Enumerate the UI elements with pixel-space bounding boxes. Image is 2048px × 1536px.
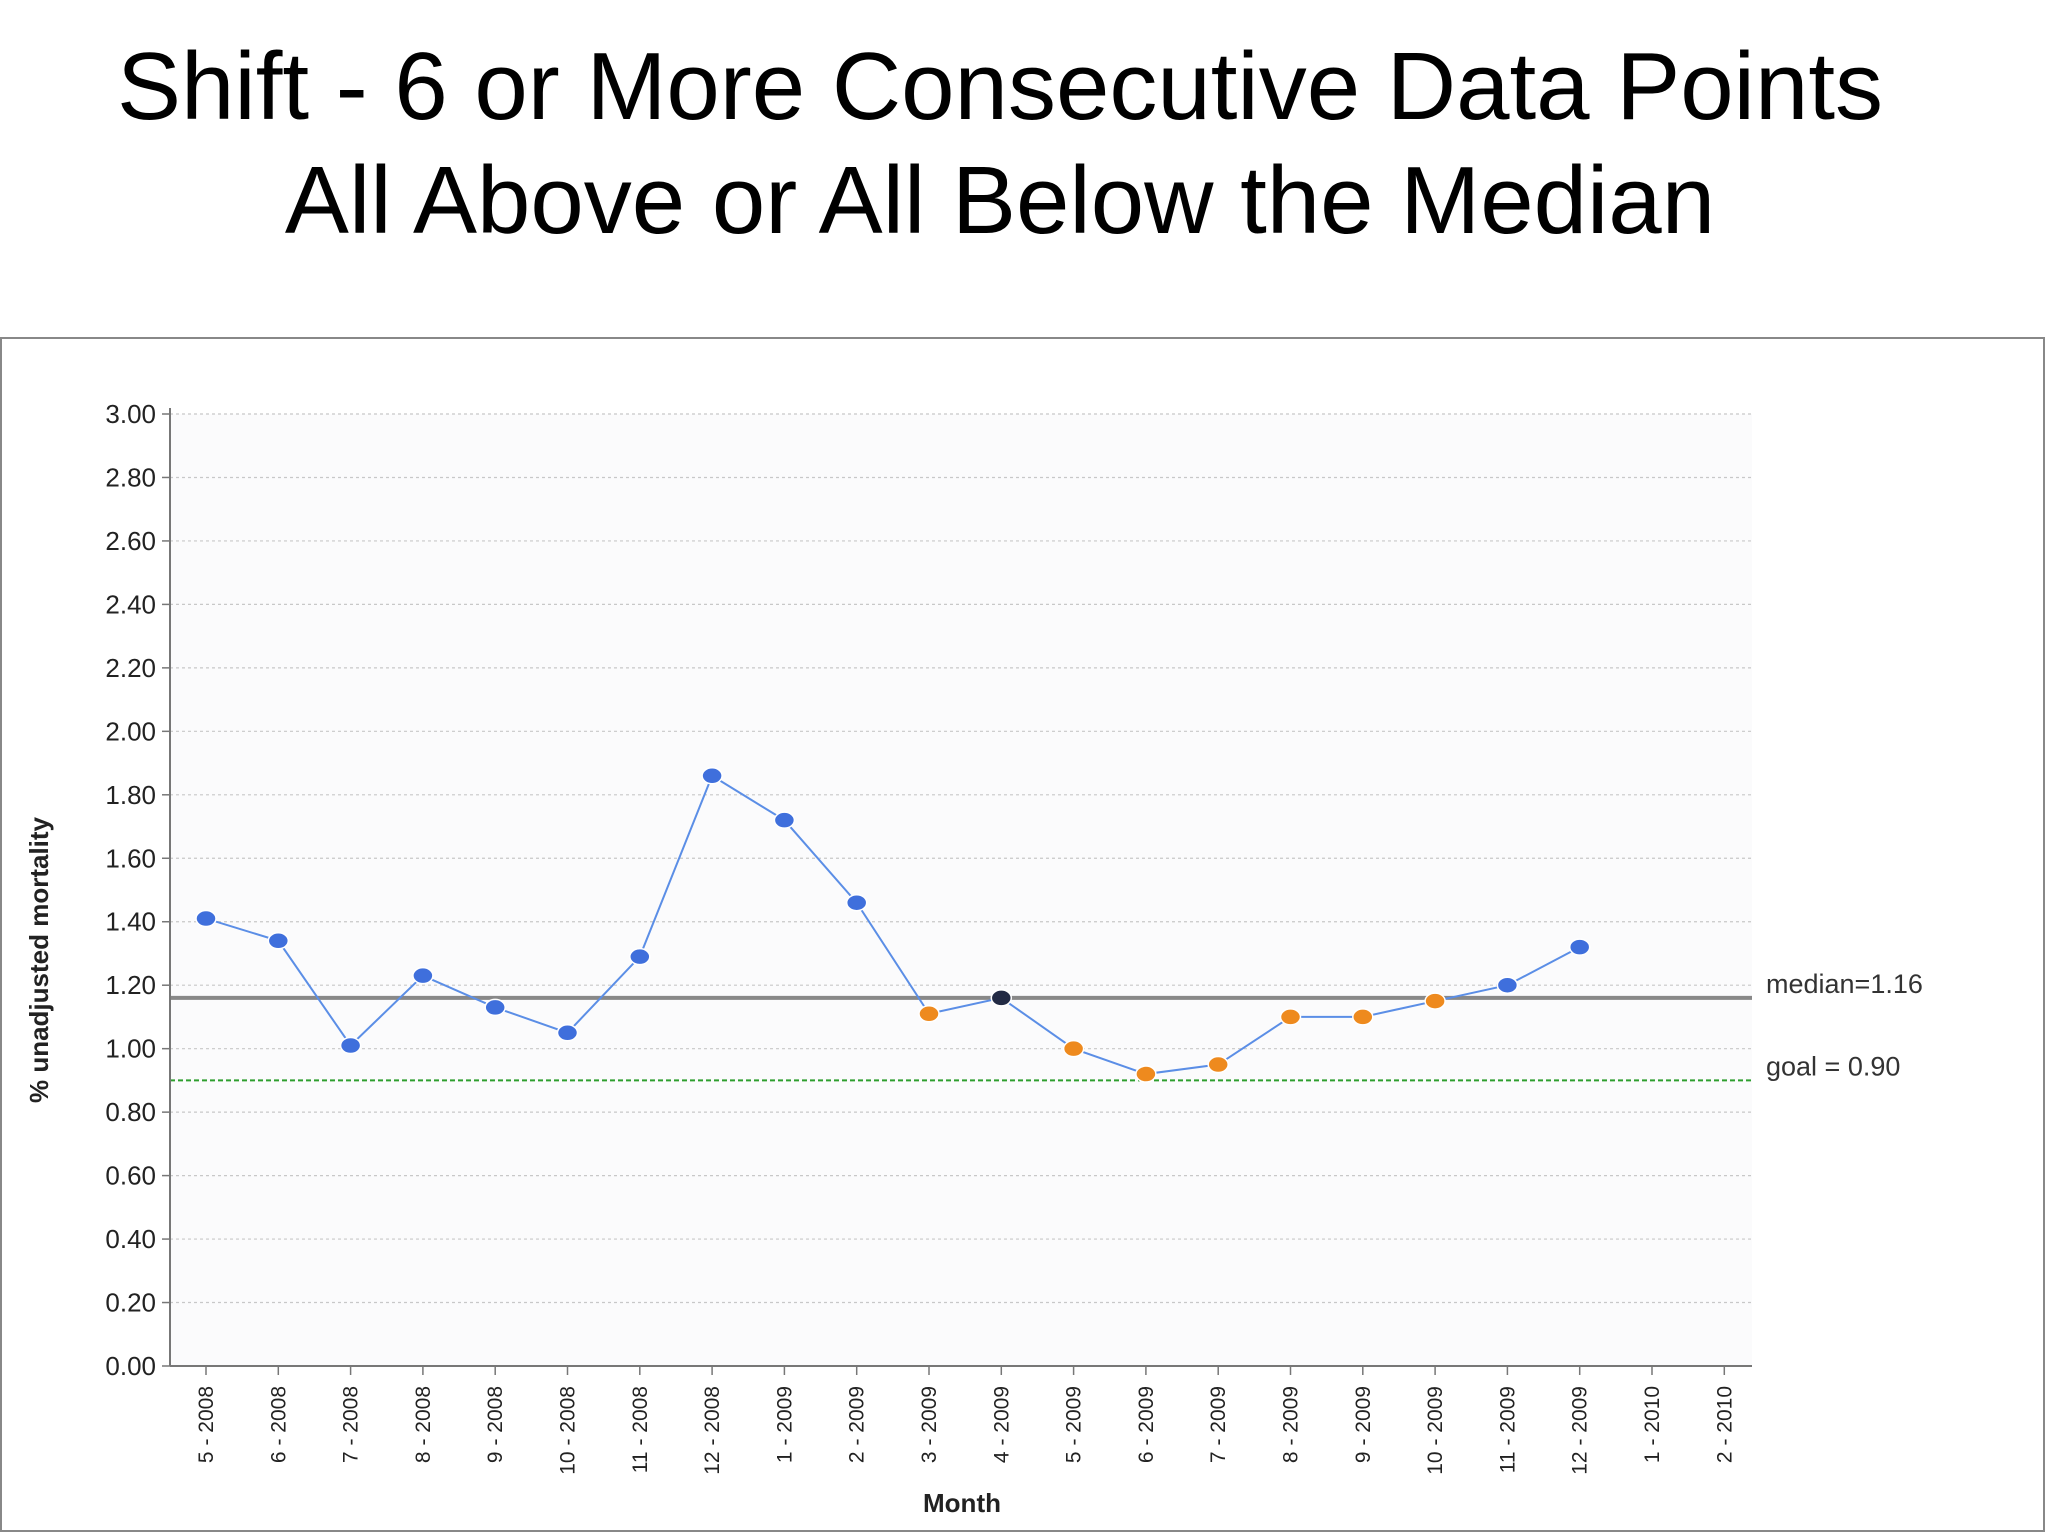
gridlines <box>170 413 1752 1366</box>
y-tick-label: 2.80 <box>105 462 156 492</box>
x-tick-label: 4 - 2009 <box>990 1386 1013 1463</box>
x-tick-label: 10 - 2009 <box>1424 1386 1447 1475</box>
y-tick-label: 0.80 <box>105 1097 156 1127</box>
y-axis-title: % unadjusted mortality <box>24 816 54 1103</box>
x-tick-label: 2 - 2009 <box>846 1386 869 1463</box>
y-tick-label: 1.80 <box>105 780 156 810</box>
reference-lines <box>170 995 1752 1082</box>
slide-title: Shift - 6 or More Consecutive Data Point… <box>0 30 2000 258</box>
data-point <box>1424 992 1446 1010</box>
y-tick-label: 1.00 <box>105 1034 156 1064</box>
data-point <box>845 893 868 912</box>
data-point <box>412 966 434 985</box>
data-point <box>918 1005 940 1023</box>
x-tick-label: 7 - 2008 <box>340 1386 363 1463</box>
data-point <box>990 989 1013 1007</box>
y-tick-label: 2.00 <box>105 716 156 746</box>
x-tick-label: 6 - 2009 <box>1135 1386 1158 1463</box>
slide-title-line2: All Above or All Below the Median <box>284 147 1716 254</box>
x-tick-label: 11 - 2009 <box>1496 1386 1519 1473</box>
data-points <box>195 767 1591 1083</box>
data-point <box>629 947 651 966</box>
axes <box>162 408 1752 1375</box>
y-tick-label: 0.60 <box>105 1161 156 1191</box>
data-point <box>1279 1008 1302 1026</box>
data-point <box>484 998 506 1017</box>
data-point <box>773 811 796 829</box>
median-label: median=1.16 <box>1766 969 1923 999</box>
x-tick-label: 9 - 2009 <box>1352 1386 1375 1463</box>
data-point <box>1062 1039 1085 1058</box>
y-tick-label: 0.20 <box>105 1288 156 1318</box>
data-point <box>556 1024 579 1042</box>
y-tick-label: 1.40 <box>105 907 156 937</box>
x-tick-label: 2 - 2010 <box>1713 1386 1736 1463</box>
x-tick-label: 12 - 2009 <box>1569 1386 1592 1475</box>
plot-area <box>170 414 1752 1366</box>
series-polyline <box>205 774 1581 1076</box>
x-tick-label: 1 - 2009 <box>773 1386 796 1463</box>
x-tick-label: 5 - 2009 <box>1063 1386 1086 1463</box>
y-tick-label: 2.20 <box>105 653 156 683</box>
data-point <box>1352 1008 1374 1026</box>
data-point <box>1135 1065 1157 1083</box>
y-tick-label: 1.20 <box>105 970 156 1000</box>
x-tick-label: 10 - 2008 <box>557 1386 580 1475</box>
data-point <box>1496 976 1519 994</box>
data-point <box>1568 938 1591 956</box>
y-tick-label: 3.00 <box>105 399 156 429</box>
data-point <box>1207 1055 1229 1074</box>
x-tick-label: 5 - 2008 <box>195 1386 218 1463</box>
y-tick-label: 2.60 <box>105 526 156 556</box>
x-tick-label: 8 - 2008 <box>412 1386 435 1463</box>
series-line <box>205 774 1581 1076</box>
goal-label: goal = 0.90 <box>1766 1051 1900 1081</box>
data-point <box>195 909 217 928</box>
x-tick-label: 9 - 2008 <box>484 1386 507 1463</box>
data-point <box>267 932 290 950</box>
x-tick-label: 3 - 2009 <box>918 1386 941 1463</box>
x-tick-label: 7 - 2009 <box>1207 1386 1230 1463</box>
y-tick-label: 0.40 <box>105 1224 156 1254</box>
x-tick-label: 1 - 2010 <box>1641 1386 1664 1463</box>
tick-labels: 0.00 0.20 0.40 0.60 0.80 1.00 1.20 1.40 1.60 1.80… <box>105 399 1922 1475</box>
x-tick-label: 8 - 2009 <box>1280 1386 1303 1463</box>
y-tick-label: 1.60 <box>105 843 156 873</box>
y-tick-label: 0.00 <box>105 1351 156 1381</box>
x-tick-label: 6 - 2008 <box>267 1386 290 1463</box>
slide-title-line1: Shift - 6 or More Consecutive Data Point… <box>116 33 1884 140</box>
x-tick-label: 12 - 2008 <box>701 1386 724 1475</box>
data-point <box>339 1036 362 1055</box>
x-axis-title: Month <box>923 1488 1001 1518</box>
data-point <box>701 767 723 785</box>
y-tick-label: 2.40 <box>105 589 156 619</box>
x-tick-label: 11 - 2008 <box>629 1386 652 1473</box>
